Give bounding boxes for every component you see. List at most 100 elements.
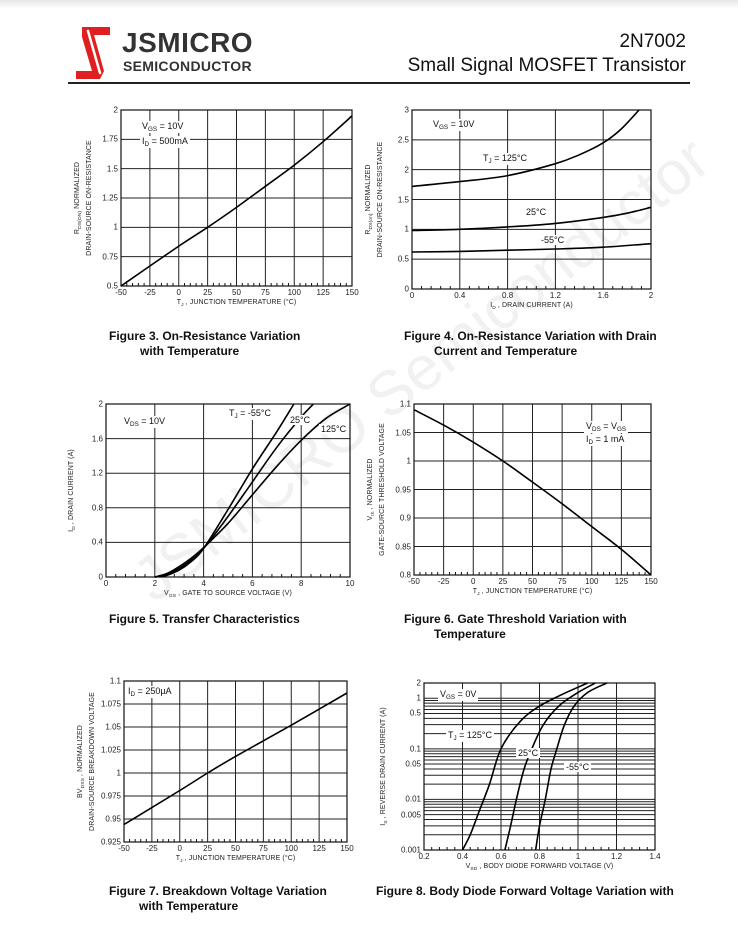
chart-annotation: VDS = 10V [122, 416, 168, 428]
plot-frame [423, 682, 656, 851]
label-text: NORMALIZED [74, 161, 81, 211]
x-tick-label: 1.2 [610, 852, 623, 861]
y-tick-label: 0.9 [399, 513, 411, 523]
x-tick-label: 0 [177, 844, 182, 853]
x-axis-title: TJ , JUNCTION TEMPERATURE (°C) [177, 299, 297, 308]
x-tick-label: 100 [585, 577, 599, 586]
chart-annotation: TJ = 125°C [446, 730, 495, 742]
subscript: D [72, 526, 77, 530]
series-line-0 [123, 692, 348, 826]
y-tick-label: 1.2 [91, 468, 103, 478]
chart-annotation: VGS = 10V [431, 119, 477, 131]
y-tick-label: 1.75 [102, 134, 118, 144]
subscript: DS [592, 426, 601, 433]
chart-annotation: VDS = VGS [584, 421, 629, 433]
chart-annotation: ID = 1 mA [584, 434, 627, 446]
label-text: = 500mA [149, 136, 188, 146]
subscript: S [384, 820, 389, 824]
label-text: , JUNCTION TEMPERATURE (°C) [183, 299, 297, 306]
chart-annotation: -55°C [539, 235, 567, 245]
y-tick-label: 1.1 [399, 399, 411, 409]
label-text: = 0V [455, 689, 477, 699]
subscript: J [488, 158, 492, 165]
label-text: 25°C [526, 207, 547, 217]
x-tick-label: -50 [118, 844, 130, 853]
chart-annotation: 25°C [524, 207, 549, 217]
subscript: J [477, 592, 480, 597]
subscript: J [234, 413, 238, 420]
label-text: T [448, 730, 454, 740]
label-text: , JUNCTION TEMPERATURE (°C) [182, 855, 296, 862]
x-tick-label: -25 [146, 844, 158, 853]
subscript: DSS [81, 778, 86, 789]
label-text: = 1 mA [593, 434, 625, 444]
chart-annotation: 25°C [516, 748, 541, 758]
x-tick-label: 0.6 [495, 852, 507, 861]
top-bar [0, 0, 738, 8]
y-axis-title: ID , DRAIN CURRENT (A) [67, 404, 79, 577]
label-text: T [229, 408, 235, 418]
y-axis-title-line: DRAIN-SOURCE BREAKDOWN VOLTAGE [88, 681, 97, 842]
y-tick-label: 1.05 [105, 722, 121, 732]
subscript: GS [446, 694, 456, 701]
y-tick-label: 2 [98, 399, 103, 409]
label-text: I [586, 434, 589, 444]
y-tick-label: 0 [98, 572, 103, 582]
label-text: , REVERSE DRAIN CURRENT (A) [380, 707, 387, 821]
y-tick-label: 1.5 [106, 164, 118, 174]
label-text: GATE-SOURCE THRESHOLD VOLTAGE [379, 423, 386, 556]
x-tick-label: 100 [284, 844, 298, 853]
x-tick-label: 0.8 [533, 852, 546, 861]
x-tick-label: 75 [557, 577, 567, 586]
label-text: I [142, 136, 145, 146]
x-tick-label: 25 [203, 288, 213, 297]
x-axis-title: TJ , JUNCTION TEMPERATURE (°C) [473, 588, 593, 597]
y-axis-title: Vth , NORMALIZED GATE-SOURCE THRESHOLD VO… [366, 404, 387, 575]
y-tick-label: 1 [406, 456, 411, 466]
label-text: 25°C [290, 415, 311, 425]
label-text: V [164, 590, 169, 597]
x-tick-label: 50 [528, 577, 537, 586]
y-tick-label: 1 [116, 768, 121, 778]
x-tick-label: 0.2 [418, 852, 430, 861]
subscript: DS(on) [369, 213, 374, 230]
label-text: V [142, 121, 149, 131]
y-axis-title: RDS(ON) NORMALIZED DRAIN-SOURCE ON-RESIST… [73, 110, 94, 286]
x-tick-label: -25 [144, 288, 156, 297]
y-tick-label: 2 [113, 105, 118, 115]
y-axis-title: RDS(on) NORMALIZED DRAIN-SOURCE ON-RESIST… [364, 110, 385, 289]
x-tick-label: 2 [152, 579, 158, 588]
label-text: = 10V [448, 119, 475, 129]
y-tick-label: 0.8 [399, 570, 411, 580]
x-tick-label: -50 [115, 288, 127, 297]
figure-caption: Figure 8. Body Diode Forward Voltage Var… [376, 884, 674, 898]
y-tick-label: 2 [416, 678, 421, 688]
y-tick-label: 0.5 [409, 708, 421, 718]
label-text: DRAIN-SOURCE BREAKDOWN VOLTAGE [89, 692, 96, 831]
y-axis-title-line: IS , REVERSE DRAIN CURRENT (A) [379, 683, 391, 850]
x-tick-label: 8 [298, 579, 304, 588]
label-text: -55°C [566, 762, 590, 772]
label-text: I [380, 823, 387, 826]
y-axis-title-line: GATE-SOURCE THRESHOLD VOLTAGE [378, 404, 387, 575]
y-tick-label: 0.85 [395, 542, 411, 551]
label-text: , DRAIN CURRENT (A) [495, 302, 573, 309]
chart-annotation: ID = 500mA [140, 136, 190, 148]
part-number: 2N7002 [619, 31, 686, 52]
y-tick-label: 0.5 [397, 254, 409, 264]
chart-annotation: ID = 250µA [126, 686, 174, 698]
x-tick-label: 1.2 [549, 291, 561, 300]
label-text: T [175, 855, 181, 862]
x-tick-label: 0 [176, 288, 181, 297]
x-tick-label: 0 [471, 577, 476, 586]
x-tick-label: 100 [287, 288, 301, 297]
label-text: V [586, 421, 593, 431]
figure-caption: Figure 6. Gate Threshold Variation with [404, 612, 627, 626]
label-text: T [176, 299, 182, 306]
x-axis-title: VGS , GATE TO SOURCE VOLTAGE (V) [164, 590, 292, 599]
chart-annotation: -55°C [564, 762, 592, 772]
x-tick-label: 75 [258, 844, 268, 853]
y-axis-title-line: Vth , NORMALIZED [366, 404, 378, 575]
label-text: I [128, 686, 131, 696]
